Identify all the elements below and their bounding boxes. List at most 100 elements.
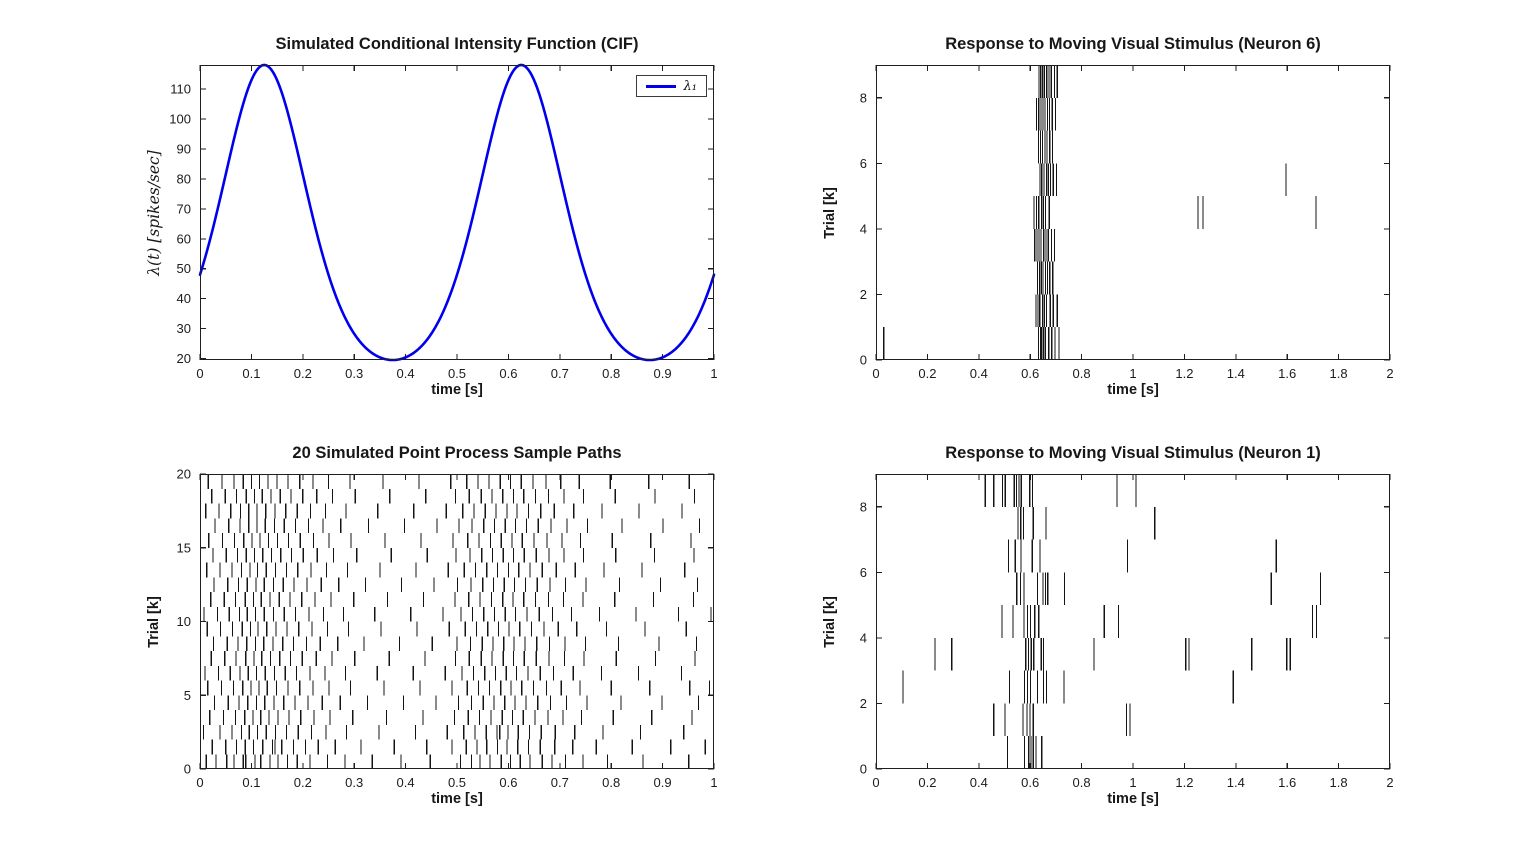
y-tick-label: 0 [184, 762, 191, 777]
x-tick-label: 0.2 [294, 775, 312, 790]
axes-box [199, 473, 715, 770]
cif-curve [198, 63, 716, 362]
x-tick-label: 0.8 [602, 366, 620, 381]
x-tick-label: 1 [710, 366, 717, 381]
x-tick-label: 0 [872, 366, 879, 381]
x-tick-label: 0.1 [242, 775, 260, 790]
x-tick-label: 0.3 [345, 775, 363, 790]
y-tick-label: 90 [177, 141, 191, 156]
x-tick-label: 1 [710, 775, 717, 790]
x-tick-label: 0.4 [970, 775, 988, 790]
x-tick-label: 0.6 [1021, 366, 1039, 381]
y-tick-label: 4 [860, 630, 867, 645]
x-tick-label: 0.6 [1021, 775, 1039, 790]
y-tick-label: 5 [184, 688, 191, 703]
y-tick-label: 20 [177, 351, 191, 366]
x-tick-label: 0 [196, 775, 203, 790]
x-tick-label: 0 [196, 366, 203, 381]
x-tick-label: 1.2 [1175, 366, 1193, 381]
x-tick-label: 0.8 [1073, 366, 1091, 381]
x-tick-label: 0.9 [654, 366, 672, 381]
x-tick-label: 1.6 [1278, 775, 1296, 790]
x-tick-label: 0.5 [448, 366, 466, 381]
x-tick-label: 0.4 [397, 366, 415, 381]
x-tick-label: 0.2 [918, 366, 936, 381]
y-tick-label: 10 [177, 614, 191, 629]
y-tick-label: 80 [177, 171, 191, 186]
x-axis-label-neuron1: time [s] [1107, 791, 1159, 807]
x-tick-label: 2 [1386, 775, 1393, 790]
y-axis-label-sample-paths: Trial [k] [146, 595, 162, 648]
title-cif: Simulated Conditional Intensity Function… [275, 35, 639, 53]
y-tick-label: 0 [860, 353, 867, 368]
title-neuron1: Response to Moving Visual Stimulus (Neur… [945, 444, 1321, 462]
y-tick-label: 70 [177, 201, 191, 216]
axes-box [199, 64, 715, 361]
x-tick-label: 0.8 [602, 775, 620, 790]
x-tick-label: 0.3 [345, 366, 363, 381]
x-tick-label: 1.4 [1227, 366, 1245, 381]
x-tick-label: 0.2 [918, 775, 936, 790]
x-tick-label: 1 [1129, 366, 1136, 381]
y-tick-label: 50 [177, 261, 191, 276]
y-tick-label: 20 [177, 467, 191, 482]
y-tick-label: 30 [177, 321, 191, 336]
y-tick-label: 40 [177, 291, 191, 306]
x-tick-label: 0.1 [242, 366, 260, 381]
y-tick-label: 2 [860, 287, 867, 302]
x-tick-label: 0.4 [397, 775, 415, 790]
y-tick-label: 15 [177, 540, 191, 555]
x-tick-label: 1 [1129, 775, 1136, 790]
y-axis-label-neuron1: Trial [k] [822, 595, 838, 648]
x-tick-label: 0.2 [294, 366, 312, 381]
legend: λ₁ [635, 75, 707, 97]
y-tick-label: 2 [860, 696, 867, 711]
subplot-neuron1-raster: Response to Moving Visual Stimulus (Neur… [822, 444, 1394, 807]
title-sample-paths: 20 Simulated Point Process Sample Paths [292, 444, 622, 462]
x-tick-label: 1.8 [1330, 775, 1348, 790]
plot-background [876, 474, 1390, 769]
x-tick-label: 1.6 [1278, 366, 1296, 381]
subplot-sample-paths-raster: 20 Simulated Point Process Sample Paths … [146, 444, 718, 807]
x-tick-label: 1.4 [1227, 775, 1245, 790]
plot-background [876, 65, 1390, 360]
x-axis-label-cif: time [s] [431, 382, 483, 398]
axes-box [875, 473, 1391, 770]
title-neuron6: Response to Moving Visual Stimulus (Neur… [945, 35, 1321, 53]
x-axis-label-sample-paths: time [s] [431, 791, 483, 807]
y-tick-label: 6 [860, 156, 867, 171]
subplot-neuron6-raster: Response to Moving Visual Stimulus (Neur… [822, 35, 1394, 398]
y-axis-label-neuron6: Trial [k] [822, 186, 838, 239]
x-tick-label: 0.6 [499, 775, 517, 790]
y-tick-label: 6 [860, 565, 867, 580]
x-tick-label: 0.7 [551, 775, 569, 790]
x-tick-label: 0.4 [970, 366, 988, 381]
axes-box [875, 64, 1391, 361]
y-tick-label: 110 [170, 82, 191, 97]
y-axis-label-cif: λ(t) [spikes/sec] [145, 149, 163, 276]
x-tick-label: 0.6 [499, 366, 517, 381]
y-tick-label: 60 [177, 231, 191, 246]
plot-area-neuron1: 0 0.2 0.4 0.6 0.8 1 1.2 1.4 1.6 1.8 2 0 2 4 6 8 [860, 473, 1394, 790]
x-axis-label-neuron6: time [s] [1107, 382, 1159, 398]
x-tick-label: 0.9 [654, 775, 672, 790]
plot-area-cif: 0 0.1 0.2 0.3 0.4 0.5 0.6 0.7 0.8 0.9 1 20 30 40 50 60 7… [169, 63, 718, 381]
x-tick-label: 0.7 [551, 366, 569, 381]
x-tick-label: 1.2 [1175, 775, 1193, 790]
plot-background [200, 474, 714, 769]
x-tick-label: 0.5 [448, 775, 466, 790]
plot-background [200, 65, 714, 360]
x-tick-label: 1.8 [1330, 366, 1348, 381]
y-tick-label: 8 [860, 90, 867, 105]
legend-label: λ₁ [683, 78, 697, 94]
plot-area-neuron6: 0 0.2 0.4 0.6 0.8 1 1.2 1.4 1.6 1.8 2 0 2 4 6 8 [860, 64, 1394, 381]
y-tick-label: 8 [860, 499, 867, 514]
x-tick-label: 0 [872, 775, 879, 790]
legend-line-sample [645, 84, 676, 88]
y-tick-label: 0 [860, 762, 867, 777]
x-tick-label: 2 [1386, 366, 1393, 381]
x-tick-label: 0.8 [1073, 775, 1091, 790]
subplot-cif: Simulated Conditional Intensity Function… [145, 35, 718, 398]
